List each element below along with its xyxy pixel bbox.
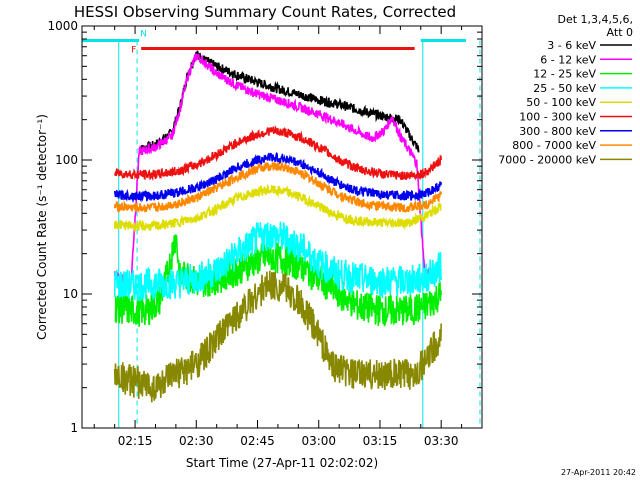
timestamp: 27-Apr-2011 20:42: [561, 468, 636, 477]
night-label: N: [140, 29, 147, 39]
plot-frame: [81, 25, 483, 429]
axes: 02:15 02:30 02:45 03:00 03:15 03:30 1 10 100 1000: [47, 19, 483, 448]
legend-entry-label: 12 - 25 keV: [533, 68, 596, 81]
legend-header: Det 1,3,4,5,6,: [557, 13, 633, 26]
x-tick-label: 02:30: [179, 434, 214, 448]
y-tick-label: 100: [55, 153, 78, 167]
legend-entry-label: 3 - 6 keV: [547, 39, 596, 52]
series-line: [113, 53, 442, 288]
y-tick-label: 1: [70, 421, 78, 435]
flare-label: F: [131, 45, 136, 55]
series-line: [113, 124, 442, 182]
flare-night-markers: FN: [82, 29, 481, 428]
series-layer: [113, 50, 442, 403]
x-tick-label: 03:30: [424, 434, 459, 448]
x-tick-label: 02:15: [118, 434, 153, 448]
x-tick-label: 02:45: [240, 434, 275, 448]
chart-title: HESSI Observing Summary Count Rates, Cor…: [74, 3, 456, 21]
series-line: [113, 270, 442, 403]
x-tick-label: 03:00: [301, 434, 336, 448]
legend-entry-label: 50 - 100 keV: [526, 96, 596, 109]
series-line: [113, 221, 442, 302]
legend-entry-label: 7000 - 20000 keV: [498, 153, 596, 166]
x-tick-label: 03:15: [363, 434, 398, 448]
series-line: [113, 184, 442, 234]
legend-header: Att 0: [607, 26, 633, 39]
legend-entry-label: 300 - 800 keV: [519, 125, 596, 138]
legend-entry-label: 100 - 300 keV: [519, 111, 596, 124]
y-tick-label: 1000: [47, 19, 78, 33]
series-line: [113, 152, 442, 204]
x-axis-label: Start Time (27-Apr-11 02:02:02): [186, 456, 378, 470]
series-line: [113, 162, 442, 214]
legend-entry-label: 6 - 12 keV: [540, 53, 596, 66]
y-axis-label: Corrected Count Rate (s⁻¹ detector⁻¹): [35, 114, 49, 340]
legend-entry-label: 800 - 7000 keV: [512, 139, 596, 152]
legend-entry-label: 25 - 50 keV: [533, 82, 596, 95]
y-tick-label: 10: [63, 287, 78, 301]
